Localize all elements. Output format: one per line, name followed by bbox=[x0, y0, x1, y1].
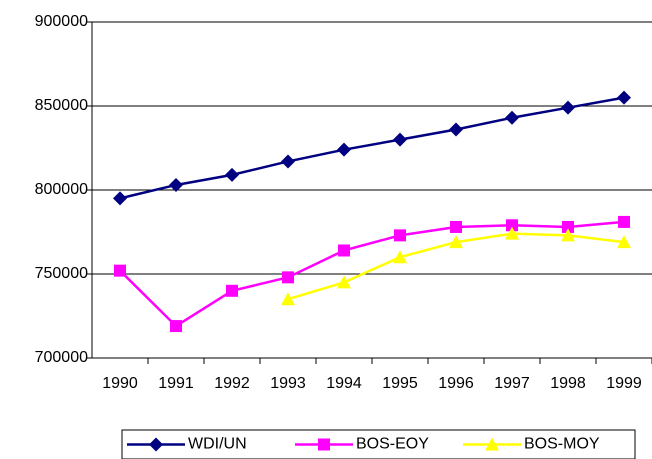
data-point bbox=[281, 292, 295, 306]
legend-box bbox=[121, 429, 636, 459]
x-tick-label: 1999 bbox=[606, 375, 642, 392]
data-point bbox=[225, 167, 239, 182]
x-tick-label: 1990 bbox=[102, 375, 138, 392]
y-tick-label: 700000 bbox=[35, 349, 88, 366]
data-point bbox=[561, 228, 575, 242]
y-tick-label: 800000 bbox=[35, 181, 88, 198]
x-tick-label: 1992 bbox=[214, 375, 250, 392]
legend-marker bbox=[485, 437, 499, 451]
x-tick-label: 1993 bbox=[270, 375, 306, 392]
data-point bbox=[618, 215, 630, 228]
y-tick-label: 750000 bbox=[35, 265, 88, 282]
series-line bbox=[119, 220, 625, 328]
data-point bbox=[170, 320, 182, 333]
data-point bbox=[561, 100, 575, 115]
data-point bbox=[505, 226, 519, 240]
series-line bbox=[119, 96, 625, 200]
data-point bbox=[337, 275, 351, 289]
data-point bbox=[338, 244, 350, 257]
legend-marker bbox=[318, 438, 330, 451]
data-point bbox=[226, 284, 238, 297]
x-tick-label: 1997 bbox=[494, 375, 530, 392]
data-point bbox=[393, 132, 407, 147]
legend-marker bbox=[149, 437, 163, 452]
data-point bbox=[337, 142, 351, 157]
x-tick-label: 1994 bbox=[326, 375, 362, 392]
legend-label: BOS-MOY bbox=[524, 436, 600, 453]
y-tick-label: 900000 bbox=[35, 13, 88, 30]
data-point bbox=[282, 271, 294, 284]
data-point bbox=[505, 110, 519, 125]
legend-label: BOS-EOY bbox=[356, 436, 429, 453]
legend: WDI/UN BOS-EOY BOS-MOY bbox=[121, 429, 636, 459]
x-tick-label: 1996 bbox=[438, 375, 474, 392]
x-tick-label: 1991 bbox=[158, 375, 194, 392]
x-tick-label: 1995 bbox=[382, 375, 418, 392]
data-point bbox=[450, 220, 462, 233]
data-point bbox=[449, 122, 463, 137]
data-point bbox=[617, 90, 631, 105]
y-tick-label: 850000 bbox=[35, 97, 88, 114]
data-point bbox=[449, 235, 463, 249]
data-point bbox=[281, 154, 295, 169]
data-point bbox=[394, 229, 406, 242]
data-point bbox=[169, 177, 183, 192]
data-point bbox=[506, 219, 518, 232]
legend-label: WDI/UN bbox=[188, 436, 247, 453]
data-point bbox=[617, 235, 631, 249]
data-point bbox=[393, 250, 407, 264]
data-point bbox=[114, 264, 126, 277]
x-tick-label: 1998 bbox=[550, 375, 586, 392]
data-point bbox=[562, 220, 574, 233]
data-point bbox=[113, 191, 127, 206]
